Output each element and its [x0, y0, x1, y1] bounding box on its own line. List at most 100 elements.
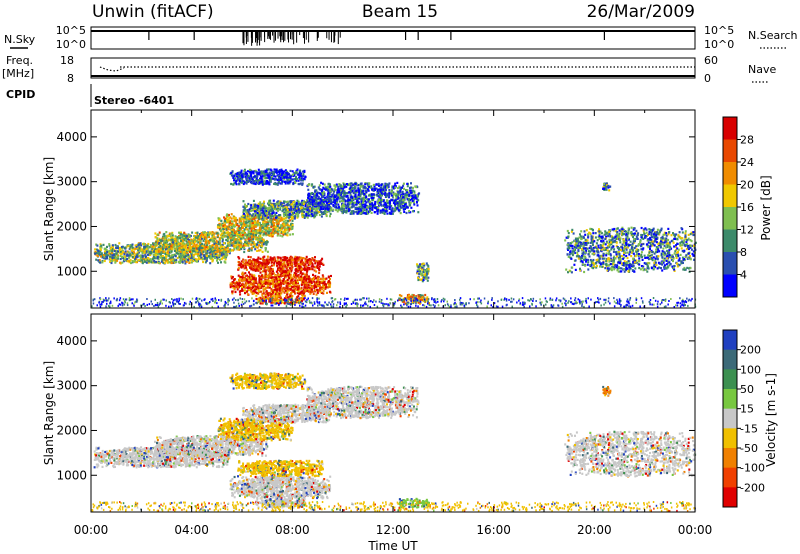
data-cell [249, 174, 252, 177]
data-cell [272, 211, 275, 214]
data-cell [370, 185, 373, 188]
data-cell [318, 207, 321, 210]
data-cell [261, 224, 264, 228]
data-cell [218, 217, 221, 220]
data-cell [236, 227, 239, 230]
data-cell [190, 261, 193, 264]
data-cell [358, 191, 361, 194]
data-cell [384, 205, 387, 208]
data-cell [355, 198, 358, 201]
data-cell [358, 206, 361, 209]
data-cell [190, 240, 193, 243]
data-cell [367, 189, 370, 192]
data-cell [229, 221, 231, 224]
data-cell [297, 182, 300, 186]
data-cell [313, 205, 316, 208]
data-cell [142, 257, 145, 261]
data-cell [347, 198, 350, 201]
data-cell [265, 170, 268, 173]
data-cell [254, 225, 257, 228]
data-cell [246, 224, 248, 227]
data-cell [183, 237, 186, 240]
data-cell [230, 230, 233, 233]
data-cell [250, 217, 253, 220]
data-cell [256, 232, 259, 235]
data-cell [194, 260, 197, 263]
data-cell [164, 246, 167, 249]
data-cell [290, 210, 293, 214]
data-cell [245, 221, 248, 224]
data-cell [360, 189, 363, 192]
data-cell [320, 193, 323, 196]
data-cell [413, 201, 415, 204]
data-cell [202, 250, 205, 253]
data-cell [300, 206, 303, 209]
data-cell [243, 170, 246, 173]
data-cell [204, 237, 207, 240]
data-cell [324, 209, 327, 212]
data-cell [320, 181, 323, 184]
data-cell [332, 201, 335, 204]
data-cell [132, 260, 135, 263]
data-cell [264, 230, 267, 233]
data-cell [244, 207, 247, 210]
data-cell [305, 214, 308, 217]
data-cell [400, 206, 402, 209]
data-cell [339, 188, 342, 191]
data-cell [134, 247, 137, 250]
data-cell [178, 245, 181, 248]
data-cell [247, 229, 250, 232]
data-cell [158, 256, 161, 259]
data-cell [256, 172, 259, 175]
data-cell [110, 248, 113, 251]
data-cell [226, 214, 229, 217]
data-cell [324, 212, 327, 215]
data-cell [343, 186, 346, 189]
data-cell [244, 175, 247, 179]
data-cell [229, 219, 232, 223]
data-cell [249, 225, 252, 229]
data-cell [133, 255, 136, 258]
data-cell [239, 228, 242, 231]
data-cell [259, 224, 261, 227]
data-cell [290, 203, 293, 206]
data-cell [283, 214, 286, 218]
data-cell [113, 249, 116, 253]
data-cell [277, 179, 280, 182]
data-cell [246, 209, 249, 212]
data-cell [247, 244, 250, 247]
data-cell [149, 251, 152, 254]
data-cell [140, 248, 143, 252]
data-cell [94, 251, 97, 254]
data-cell [145, 259, 148, 262]
data-cell [151, 249, 154, 252]
data-cell [170, 260, 173, 263]
data-cell [343, 207, 346, 211]
data-cell [154, 249, 157, 253]
data-cell [172, 261, 175, 264]
data-cell [327, 196, 330, 199]
data-cell [265, 213, 268, 216]
data-cell [299, 276, 302, 280]
data-cell [268, 220, 271, 223]
data-cell [295, 176, 297, 179]
data-cell [269, 218, 272, 221]
data-cell [285, 211, 288, 214]
data-cell [390, 210, 393, 213]
data-cell [255, 205, 258, 209]
data-cell [378, 204, 381, 207]
data-cell [367, 200, 370, 203]
data-cell [261, 229, 264, 232]
data-cell [175, 246, 178, 249]
data-cell [259, 209, 262, 212]
data-cell [252, 234, 255, 237]
data-cell [212, 254, 215, 257]
data-cell [203, 246, 206, 249]
data-cell [408, 201, 411, 204]
data-cell [123, 255, 126, 258]
data-cell [334, 201, 337, 204]
data-cell [414, 185, 417, 188]
data-cell [402, 184, 405, 187]
data-cell [384, 201, 387, 204]
data-cell [230, 213, 233, 216]
